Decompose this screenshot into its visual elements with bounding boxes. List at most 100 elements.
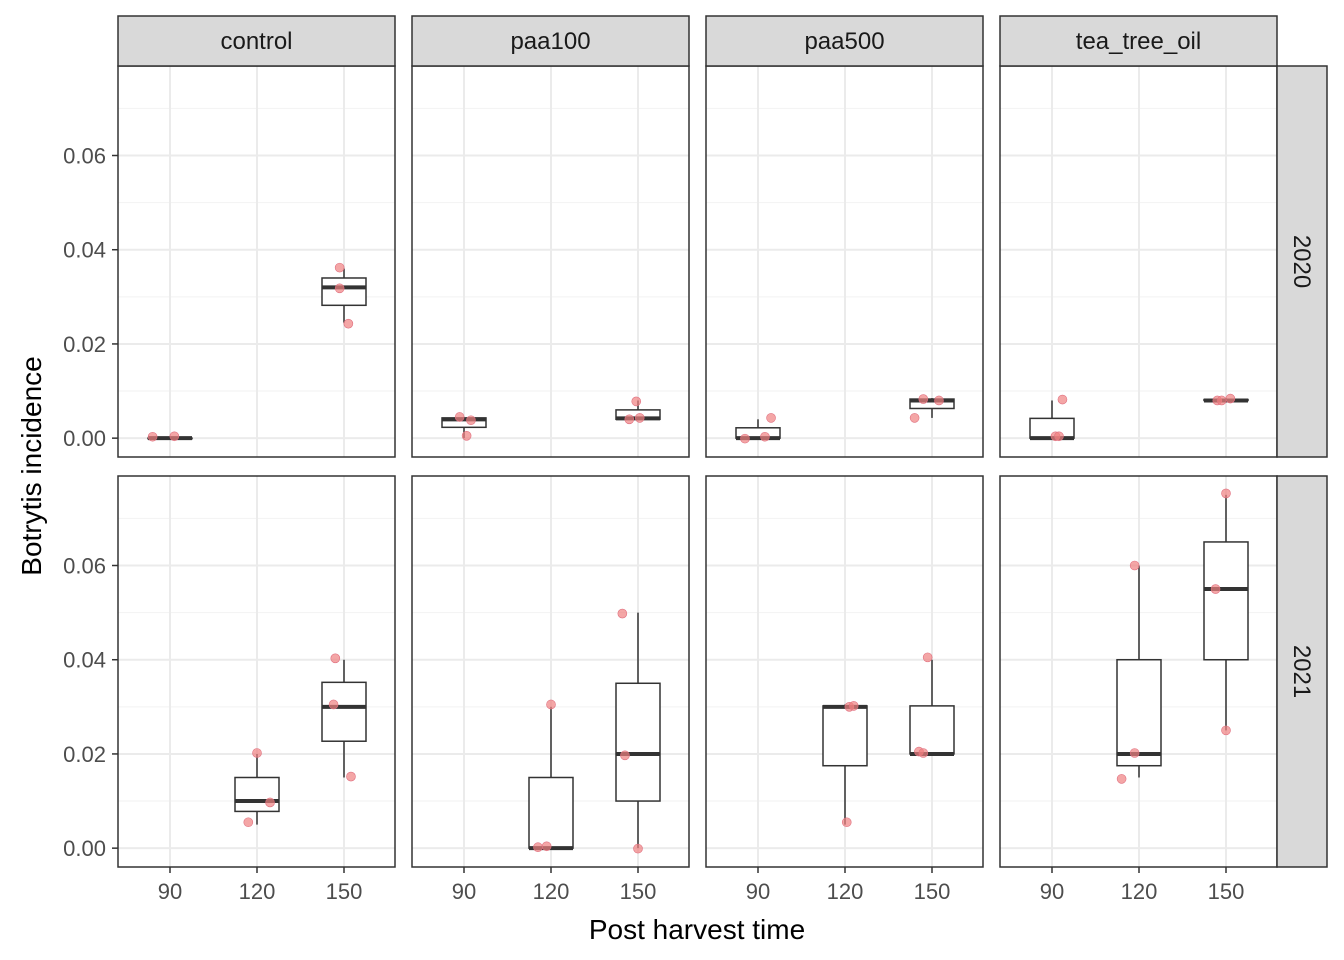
data-point [922,652,933,663]
x-tick-label: 120 [827,879,864,904]
y-tick-label: 0.02 [63,742,106,767]
data-point [169,431,180,442]
data-point [1225,393,1236,404]
strip-label-tea_tree_oil: tea_tree_oil [1076,28,1201,55]
data-point [334,262,345,273]
axes-layer: 0.00 0.02 0.04 0.06 0.00 0.02 0.04 0.06 90 120 150… [63,144,1244,904]
x-axis-paa500: 90 120 150 [746,867,951,904]
boxplot-120 [822,704,868,825]
data-point [1057,394,1068,405]
x-tick-label: 150 [326,879,363,904]
data-point [334,283,345,294]
box-iqr [1203,541,1249,661]
strip-column-control: control [117,15,396,67]
panel-2020-paa100 [411,65,690,458]
data-point [918,748,929,758]
strip-column-tea_tree_oil: tea_tree_oil [999,15,1278,67]
strip-box [411,15,690,67]
y-axis-2021: 0.00 0.02 0.04 0.06 [63,554,118,861]
data-point [909,413,920,423]
strip-row-2021: 2021 [1276,475,1328,868]
y-tick-label: 0.06 [63,144,106,169]
x-tick-label: 120 [533,879,570,904]
data-point [147,431,158,442]
x-tick-label: 90 [158,879,182,904]
box-iqr [321,277,367,307]
panel-2020-control [117,65,396,458]
data-point [934,395,944,406]
data-point [1216,395,1227,406]
boxplot-150 [909,398,955,418]
data-point [1129,748,1140,758]
x-tick-label: 90 [746,879,770,904]
data-point [624,414,635,425]
box-iqr [321,681,367,742]
strip-label-2021: 2021 [1288,645,1315,698]
box-iqr [615,682,661,802]
data-point [617,608,628,619]
data-point [631,396,642,407]
data-point [1210,584,1221,594]
x-tick-label: 120 [1121,879,1158,904]
y-tick-label: 0.06 [63,554,106,579]
data-point [634,413,645,423]
y-tick-label: 0.00 [63,426,106,451]
data-point [841,817,852,828]
data-point [265,797,275,808]
data-point [243,817,254,828]
data-point [466,415,476,426]
data-point [633,843,643,854]
data-point [848,701,859,711]
data-point [343,318,354,329]
data-point [546,699,556,710]
y-axis-title: Botrytis incidence [16,356,47,575]
strip-box [1276,65,1328,458]
panel-2021-paa500 [705,475,984,868]
boxplot-150 [321,659,367,778]
y-tick-label: 0.04 [63,648,106,673]
strip-column-paa100: paa100 [411,15,690,67]
facet-strips: control paa100 paa500 tea_tree_oil 2020 2021 [117,15,1328,868]
data-point [918,394,929,404]
x-tick-label: 90 [1040,879,1064,904]
box-iqr [909,705,955,755]
boxplot-150 [1203,494,1249,731]
data-point [454,412,465,422]
strip-label-2020: 2020 [1288,235,1315,288]
box-iqr [1116,658,1162,767]
x-axis-title: Post harvest time [589,914,805,945]
data-point [328,699,339,710]
x-tick-label: 150 [914,879,951,904]
strip-label-control: control [220,28,292,55]
panels-layer [117,65,1278,868]
data-point [541,841,552,852]
data-point [620,750,630,761]
data-point [330,653,341,664]
box-iqr [528,776,574,849]
box-iqr [822,705,868,767]
y-axis-2020: 0.00 0.02 0.04 0.06 [63,144,118,451]
data-point [1054,431,1064,442]
x-tick-label: 150 [620,879,657,904]
data-point [740,433,750,444]
data-point [533,842,543,853]
x-axis-tea_tree_oil: 90 120 150 [1040,867,1244,904]
x-tick-label: 90 [452,879,476,904]
data-point [1129,560,1140,571]
strip-label-paa100: paa100 [510,28,590,55]
y-tick-label: 0.00 [63,836,106,861]
panel-2020-paa500 [705,65,984,458]
strip-box [999,15,1278,67]
data-point [1116,774,1127,784]
data-point [252,748,262,758]
panel-2021-control [117,475,396,868]
x-tick-label: 120 [239,879,276,904]
x-axis-control: 90 120 150 [158,867,363,904]
panel-2021-tea_tree_oil [999,475,1278,868]
data-point [461,431,472,441]
data-point [760,431,770,442]
boxplot-120 [1116,565,1162,778]
data-point [1221,488,1231,499]
strip-box [705,15,984,67]
